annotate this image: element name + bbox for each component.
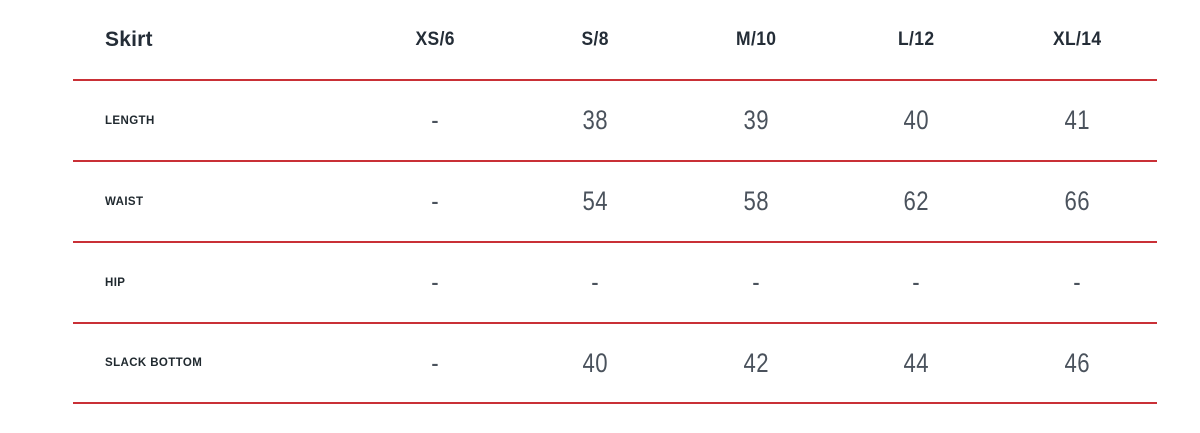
- cell-hip-l12: -: [912, 267, 921, 297]
- column-header-s8: S/8: [581, 28, 610, 50]
- table-row-waist: WAIST - 54 58 62 66: [73, 162, 1157, 243]
- cell-hip-xl14: -: [1072, 267, 1081, 297]
- cell-hip-m10: -: [752, 267, 760, 297]
- cell-waist-m10: 58: [743, 186, 769, 216]
- cell-waist-s8: 54: [582, 186, 609, 216]
- row-label-hip: HIP: [105, 276, 126, 289]
- cell-hip-xs6: -: [431, 267, 440, 297]
- table-row-length: LENGTH - 38 39 40 41: [73, 81, 1157, 162]
- size-chart-table: Skirt XS/6 S/8 M/10 L/12 XL/14 LENGTH - …: [73, 0, 1157, 404]
- table-title: Skirt: [105, 27, 153, 51]
- table-row-hip: HIP - - - - -: [73, 243, 1157, 324]
- cell-slack-bottom-xl14: 46: [1064, 347, 1090, 378]
- cell-length-s8: 38: [582, 105, 609, 135]
- header-row: Skirt XS/6 S/8 M/10 L/12 XL/14: [73, 0, 1157, 81]
- cell-waist-xs6: -: [431, 186, 440, 216]
- row-label-length: LENGTH: [105, 114, 155, 127]
- row-label-waist: WAIST: [105, 195, 144, 208]
- column-header-l12: L/12: [898, 28, 935, 50]
- cell-length-xs6: -: [431, 105, 440, 135]
- cell-hip-s8: -: [591, 267, 600, 297]
- cell-slack-bottom-l12: 44: [903, 347, 930, 378]
- cell-slack-bottom-m10: 42: [743, 347, 769, 378]
- cell-length-xl14: 41: [1064, 105, 1090, 135]
- table-row-slack-bottom: SLACK BOTTOM - 40 42 44 46: [73, 324, 1157, 404]
- cell-waist-l12: 62: [903, 186, 930, 216]
- row-label-slack-bottom: SLACK BOTTOM: [105, 357, 203, 369]
- column-header-xs6: XS/6: [415, 28, 455, 50]
- cell-length-l12: 40: [903, 105, 930, 135]
- cell-waist-xl14: 66: [1064, 186, 1090, 216]
- cell-length-m10: 39: [743, 105, 769, 135]
- column-header-m10: M/10: [735, 28, 777, 50]
- cell-slack-bottom-xs6: -: [431, 347, 440, 378]
- column-header-xl14: XL/14: [1052, 28, 1102, 50]
- cell-slack-bottom-s8: 40: [582, 347, 609, 378]
